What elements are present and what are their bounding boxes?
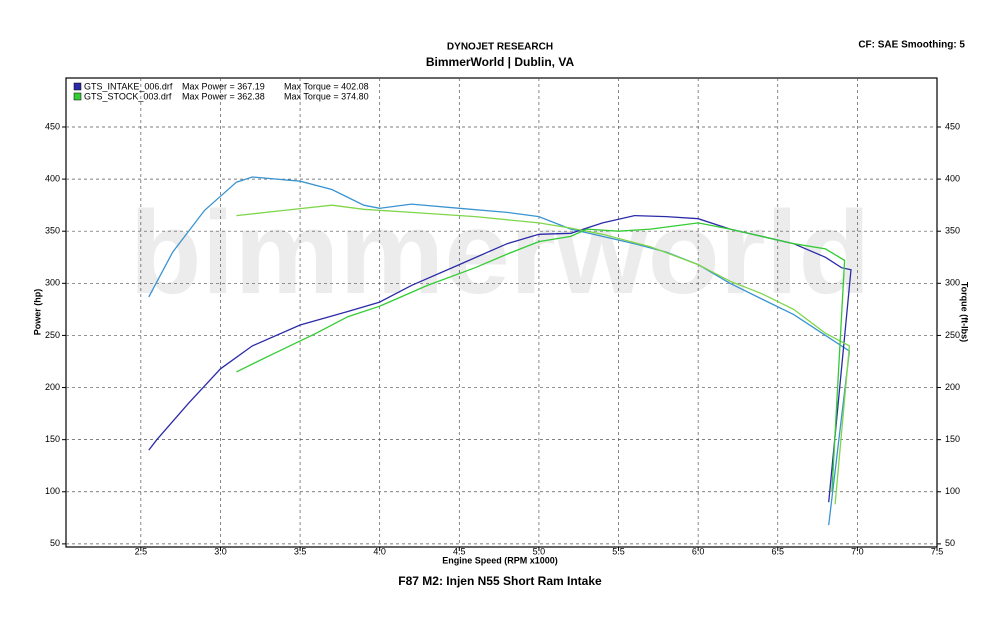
x-tick-label: 3.5 bbox=[294, 546, 307, 556]
y2-tick-label: 300 bbox=[945, 278, 960, 288]
x-tick-label: 6.5 bbox=[772, 546, 785, 556]
y2-tick-label: 250 bbox=[945, 330, 960, 340]
data-line bbox=[148, 176, 851, 526]
y-tick-label: 450 bbox=[45, 121, 60, 131]
y-tick-label: 250 bbox=[45, 330, 60, 340]
y2-axis-label: Torque (ft-lbs) bbox=[960, 282, 970, 342]
y2-tick-label: 350 bbox=[945, 226, 960, 236]
y-tick-label: 50 bbox=[50, 538, 60, 548]
y2-tick-label: 400 bbox=[945, 173, 960, 183]
chart-subtitle: BimmerWorld | Dublin, VA bbox=[426, 55, 575, 69]
plot-frame bbox=[65, 77, 938, 548]
x-tick-label: 2.5 bbox=[135, 546, 148, 556]
legend-max-torque: Max Torque = 402.08 bbox=[284, 81, 369, 91]
legend-swatch bbox=[73, 82, 82, 91]
y2-tick-label: 100 bbox=[945, 486, 960, 496]
legend-max-power: Max Power = 367.19 bbox=[182, 81, 265, 91]
y-tick-label: 100 bbox=[45, 486, 60, 496]
x-tick-label: 6.0 bbox=[692, 546, 705, 556]
y2-tick-label: 200 bbox=[945, 382, 960, 392]
y2-tick-label: 150 bbox=[945, 434, 960, 444]
y2-tick-label: 50 bbox=[945, 538, 955, 548]
y-tick-label: 400 bbox=[45, 173, 60, 183]
data-line bbox=[236, 222, 846, 492]
legend-label: GTS_INTAKE_006.drf bbox=[84, 81, 173, 91]
y-tick-label: 200 bbox=[45, 382, 60, 392]
x-tick-label: 5.5 bbox=[612, 546, 625, 556]
data-line bbox=[148, 214, 852, 503]
settings-label: CF: SAE Smoothing: 5 bbox=[858, 40, 965, 51]
x-axis-label: Engine Speed (RPM x1000) bbox=[442, 555, 558, 565]
x-tick-label: 7.5 bbox=[931, 546, 944, 556]
legend-swatch bbox=[73, 92, 82, 101]
chart-title: DYNOJET RESEARCH bbox=[447, 42, 553, 53]
y-tick-label: 350 bbox=[45, 226, 60, 236]
watermark: bimmerworld bbox=[130, 187, 871, 319]
legend-max-torque: Max Torque = 374.80 bbox=[284, 91, 369, 101]
y-axis-label: Power (hp) bbox=[32, 289, 42, 336]
legend-max-power: Max Power = 362.38 bbox=[182, 91, 265, 101]
x-tick-label: 5.0 bbox=[533, 546, 546, 556]
x-tick-label: 4.0 bbox=[373, 546, 386, 556]
x-tick-label: 3.0 bbox=[214, 546, 227, 556]
data-line bbox=[236, 204, 851, 505]
y-tick-label: 150 bbox=[45, 434, 60, 444]
caption: F87 M2: Injen N55 Short Ram Intake bbox=[398, 574, 602, 588]
legend-label: GTS_STOCK_003.drf bbox=[84, 91, 172, 101]
y2-tick-label: 450 bbox=[945, 121, 960, 131]
x-tick-label: 4.5 bbox=[453, 546, 466, 556]
y-tick-label: 300 bbox=[45, 278, 60, 288]
x-tick-label: 7.0 bbox=[851, 546, 864, 556]
